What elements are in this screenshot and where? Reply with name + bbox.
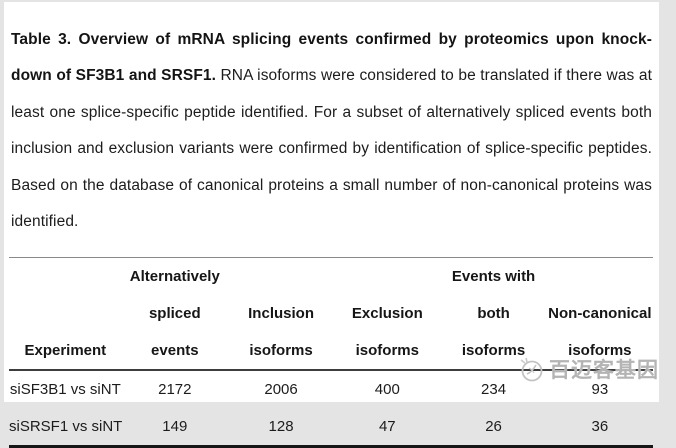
data-cell: 234 [481, 380, 507, 398]
header-cell-spliced: spliced [148, 304, 201, 322]
splicing-events-table: Alternatively Events with spliced Inclus… [9, 256, 653, 448]
header-row-1: Alternatively Events with [9, 257, 653, 295]
header-cell-empty [547, 257, 653, 295]
header-cell-isoforms: isoforms [227, 331, 335, 371]
header-cell-isoforms: isoforms [546, 331, 653, 371]
header-cell-experiment: Experiment [9, 331, 122, 371]
table-row-sisrsf1: siSRSF1 vs siNT 149 128 47 26 36 [9, 408, 653, 447]
header-cell-inclusion: Inclusion [248, 304, 314, 322]
data-cell: 26 [485, 417, 502, 435]
header-row-3: Experiment events isoforms isoforms isof… [9, 331, 653, 371]
header-cell-isoforms: isoforms [334, 331, 441, 371]
header-cell-non-canonical: Non-canonical [548, 304, 652, 322]
table-row-sisf3b1: siSF3B1 vs siNT 2172 2006 400 234 93 [9, 370, 653, 408]
header-row-2: spliced Inclusion Exclusion both Non-can… [9, 295, 653, 332]
header-cell-isoforms: isoforms [440, 331, 547, 371]
paper-page: Table 3. Overview of mRNA splicing event… [4, 2, 659, 448]
experiment-cell: siSF3B1 vs siNT [9, 380, 121, 398]
header-cell-events-with: Events with [451, 267, 536, 285]
data-cell: 93 [591, 380, 609, 398]
header-cell-empty [334, 257, 440, 295]
data-cell: 2006 [264, 380, 298, 398]
header-cell-both: both [477, 304, 510, 322]
table-container: Alternatively Events with spliced Inclus… [9, 256, 653, 448]
data-cell: 2172 [158, 380, 192, 398]
header-cell-empty [228, 257, 334, 295]
table-caption-title: Table 3. Overview of mRNA splicing event… [11, 30, 652, 85]
header-cell-alternatively: Alternatively [129, 267, 220, 285]
table-caption-body: RNA isoforms were considered to be trans… [11, 67, 652, 231]
header-cell-events: events [121, 331, 228, 371]
data-cell: 47 [378, 417, 396, 435]
data-cell: 128 [268, 417, 294, 435]
experiment-cell: siSRSF1 vs siNT [9, 417, 123, 435]
header-cell-empty [9, 295, 122, 332]
data-cell: 36 [591, 417, 609, 435]
data-cell: 149 [162, 417, 188, 435]
header-cell-empty [9, 257, 122, 295]
table-caption: Table 3. Overview of mRNA splicing event… [4, 18, 659, 242]
header-cell-exclusion: Exclusion [351, 304, 423, 322]
data-cell: 400 [374, 380, 400, 398]
